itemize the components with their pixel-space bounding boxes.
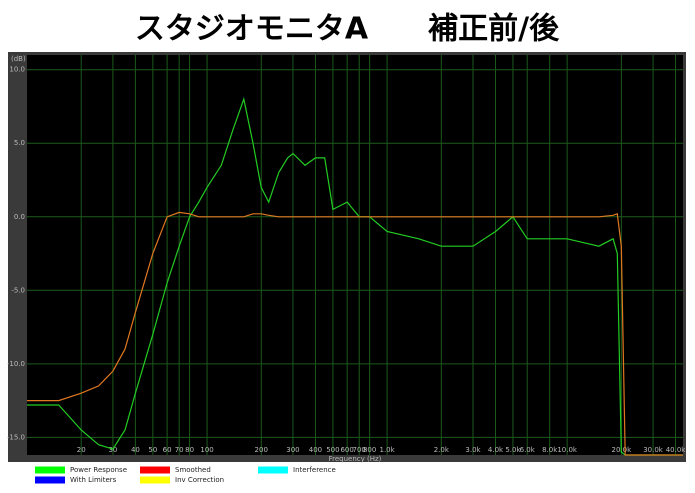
- y-unit: (dB): [11, 55, 26, 63]
- x-tick-label: 50: [148, 446, 157, 454]
- x-tick-label: 8.0k: [542, 446, 558, 454]
- x-tick-label: 700: [353, 446, 366, 454]
- y-tick-label: -10.0: [7, 360, 25, 368]
- x-tick-label: 100: [200, 446, 213, 454]
- x-tick-label: 30: [108, 446, 117, 454]
- x-tick-label: 80: [185, 446, 194, 454]
- x-tick-label: 800: [363, 446, 376, 454]
- y-tick-label: 0.0: [14, 213, 25, 221]
- x-tick-label: 30.0k: [643, 446, 664, 454]
- x-tick-label: 60: [163, 446, 172, 454]
- x-tick-label: 400: [309, 446, 322, 454]
- legend-label: Power Response: [70, 466, 127, 474]
- x-tick-label: 20: [77, 446, 86, 454]
- legend-label: Inv Correction: [175, 476, 224, 484]
- legend-label: Smoothed: [175, 466, 211, 474]
- legend-swatch: [140, 476, 170, 484]
- x-tick-label: 500: [326, 446, 339, 454]
- y-tick-label: 10.0: [9, 66, 25, 74]
- legend-swatch: [35, 466, 65, 474]
- legend-swatch: [258, 466, 288, 474]
- x-tick-label: 4.0k: [488, 446, 504, 454]
- x-tick-label: 70: [175, 446, 184, 454]
- x-axis-label: Frequency (Hz): [329, 455, 382, 463]
- y-tick-label: -15.0: [7, 433, 25, 441]
- x-tick-label: 3.0k: [465, 446, 481, 454]
- x-tick-label: 200: [255, 446, 268, 454]
- legend-swatch: [35, 476, 65, 484]
- series-line: [27, 96, 683, 456]
- plot-area: [27, 55, 683, 455]
- title: スタジオモニタA 補正前/後: [135, 12, 560, 47]
- x-tick-label: 40.0k: [666, 446, 687, 454]
- x-tick-label: 1.0k: [380, 446, 396, 454]
- y-tick-label: -5.0: [11, 286, 25, 294]
- legend-label: Interference: [293, 466, 336, 474]
- x-tick-label: 40: [131, 446, 140, 454]
- series-line: [27, 211, 683, 456]
- x-tick-label: 2.0k: [434, 446, 450, 454]
- x-tick-label: 300: [286, 446, 299, 454]
- legend-swatch: [140, 466, 170, 474]
- y-tick-label: 5.0: [14, 139, 25, 147]
- x-tick-label: 10.0k: [557, 446, 578, 454]
- x-tick-label: 5.0k: [505, 446, 521, 454]
- legend-label: With Limiters: [70, 476, 117, 484]
- x-tick-label: 600: [340, 446, 353, 454]
- x-tick-label: 6.0k: [520, 446, 536, 454]
